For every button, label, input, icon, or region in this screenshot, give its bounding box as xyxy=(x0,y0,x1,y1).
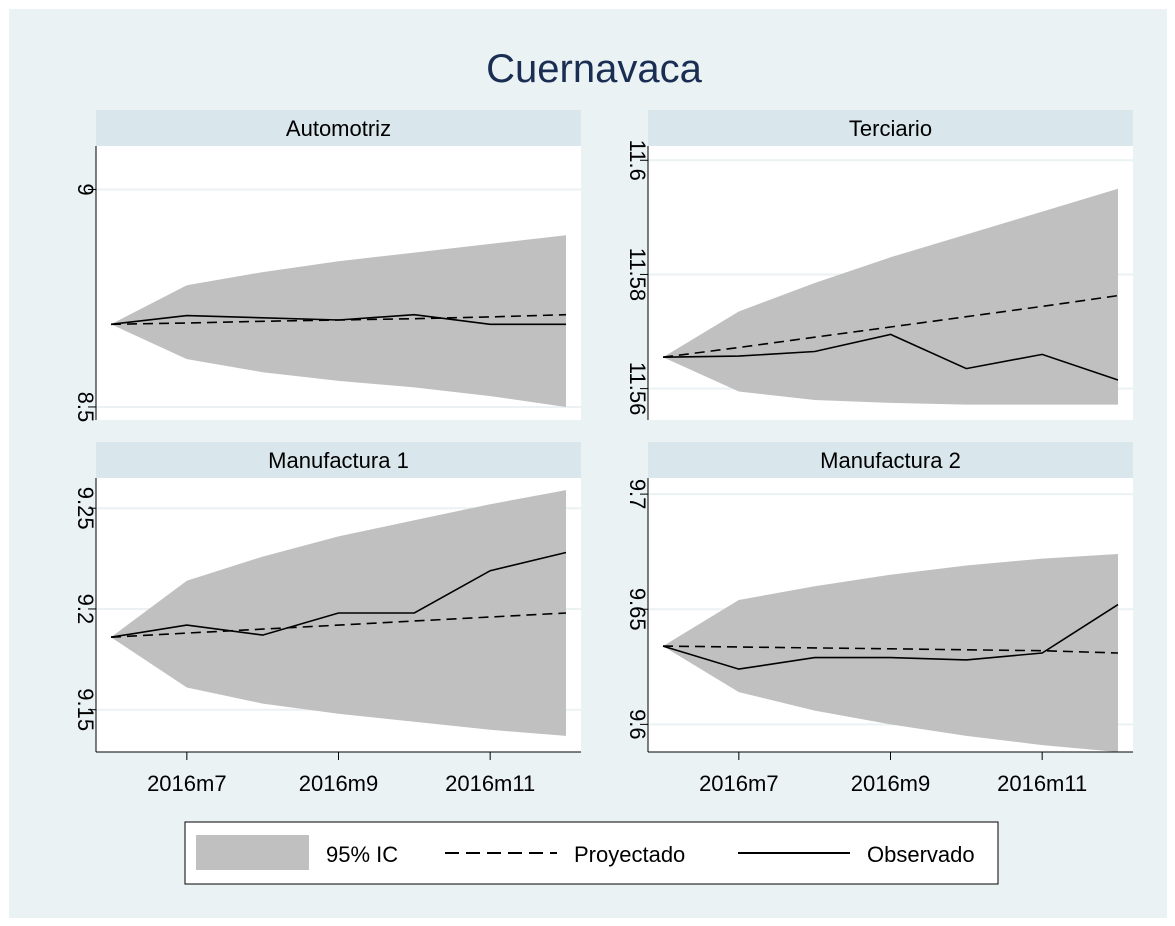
observed-line xyxy=(662,333,1119,381)
panel-terciario: Terciario 11.56 11.58 11.6 xyxy=(625,110,1133,420)
panel-strip xyxy=(648,110,1133,146)
observed-line xyxy=(110,313,566,326)
x-tick-label: 2016m7 xyxy=(699,771,779,796)
observed-line xyxy=(110,551,567,638)
y-tick-label: 9.15 xyxy=(73,688,98,731)
panel-automotriz: Automotriz 8.5 9 xyxy=(73,110,581,422)
panel-title: Manufactura 2 xyxy=(820,448,961,473)
y-tick-label: 11.6 xyxy=(625,140,650,181)
x-tick-label: 2016m11 xyxy=(445,771,535,796)
x-tick-label: 2016m9 xyxy=(851,771,931,796)
legend-label-projected: Proyectado xyxy=(574,842,685,867)
projected-line xyxy=(110,612,567,638)
y-tick-label: 11.56 xyxy=(625,362,650,415)
x-tick-label: 2016m11 xyxy=(997,771,1087,796)
legend-label-observed: Observado xyxy=(867,842,975,867)
projected-line xyxy=(662,645,1119,654)
panel-strip xyxy=(96,110,581,146)
panel-title: Manufactura 1 xyxy=(268,448,409,473)
y-tick-label: 9.65 xyxy=(625,588,650,631)
ci-band xyxy=(663,554,1118,752)
panel-strip xyxy=(648,442,1133,478)
ci-band xyxy=(111,235,566,407)
y-tick-label: 9.2 xyxy=(73,594,98,625)
chart-title: Cuernavaca xyxy=(486,47,702,91)
x-tick-label: 2016m9 xyxy=(299,771,379,796)
panel-manufactura-2: Manufactura 2 2016m7 2016m9 2016m11 9.6 9.65 9… xyxy=(625,442,1133,796)
legend-box xyxy=(184,821,999,885)
y-tick-label: 9.7 xyxy=(625,479,650,510)
ci-band xyxy=(663,188,1118,405)
y-tick-label: 8.5 xyxy=(73,392,98,423)
panel-title: Automotriz xyxy=(286,116,391,141)
x-tick-label: 2016m7 xyxy=(147,771,227,796)
y-tick-label: 9.25 xyxy=(73,487,98,530)
y-tick-label: 9 xyxy=(73,183,98,195)
observed-line xyxy=(662,603,1119,670)
panels: Automotriz 8.5 9 Terciario 11.56 11.58 11.6 Man… xyxy=(73,110,1133,796)
panel-manufactura-1: Manufactura 1 2016m7 2016m9 2016m11 9.15 9.2 9… xyxy=(73,442,581,796)
y-tick-label: 9.6 xyxy=(625,709,650,740)
legend-label-ci: 95% IC xyxy=(326,842,398,867)
legend-ci-swatch xyxy=(196,835,309,870)
projected-line xyxy=(662,294,1119,358)
panel-title: Terciario xyxy=(849,116,932,141)
panel-strip xyxy=(96,442,581,478)
y-tick-label: 11.58 xyxy=(625,248,650,301)
legend: 95% IC Proyectado Observado xyxy=(184,821,999,885)
